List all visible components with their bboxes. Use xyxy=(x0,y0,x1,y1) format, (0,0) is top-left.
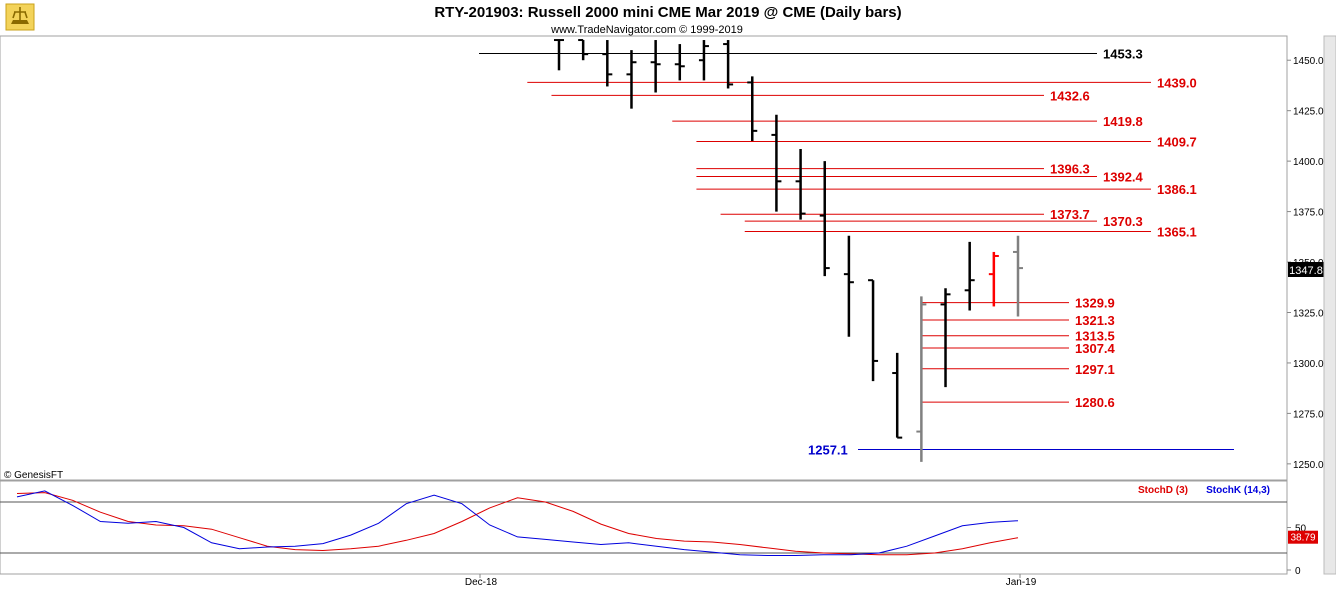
ohlc-bar xyxy=(626,50,637,109)
level-label: 1370.3 xyxy=(1103,214,1143,229)
ohlc-bar xyxy=(602,40,613,87)
price-tick-label: 1450.0 xyxy=(1293,56,1324,67)
price-bars xyxy=(554,39,1023,462)
ohlc-bar xyxy=(771,114,782,212)
level-label: 1297.1 xyxy=(1075,362,1115,377)
ohlc-bar xyxy=(940,288,951,388)
price-tick-label: 1375.0 xyxy=(1293,208,1324,219)
level-label: 1257.1 xyxy=(808,443,848,458)
ohlc-bar xyxy=(650,40,661,93)
ohlc-bar xyxy=(964,241,975,311)
ohlc-bar xyxy=(698,40,709,81)
ohlc-bar xyxy=(747,76,758,141)
level-label: 1439.0 xyxy=(1157,75,1197,90)
time-axis: Dec-18 Jan-19 xyxy=(465,574,1037,588)
level-label: 1321.3 xyxy=(1075,313,1115,328)
ohlc-bar xyxy=(916,296,927,462)
x-label-dec-18: Dec-18 xyxy=(465,577,498,588)
price-tick-label: 1300.0 xyxy=(1293,359,1324,370)
stochd-line xyxy=(16,492,1019,556)
price-tick-label: 1425.0 xyxy=(1293,107,1324,118)
stochastic-panel: 50 0 StochD (3) StochK (14,3) 38.79 xyxy=(0,480,1318,577)
ohlc-bar xyxy=(554,39,564,71)
level-label: 1329.9 xyxy=(1075,296,1115,311)
price-panel-frame xyxy=(0,35,1288,481)
x-label-jan-19: Jan-19 xyxy=(1006,577,1037,588)
chart-header: RTY-201903: Russell 2000 mini CME Mar 20… xyxy=(5,3,902,36)
level-label: 1392.4 xyxy=(1103,169,1144,184)
legend-stochd: StochD (3) xyxy=(1138,485,1188,496)
stochastic-panel-frame xyxy=(0,480,1288,575)
logo-icon xyxy=(5,3,35,31)
ohlc-bar xyxy=(988,251,999,307)
level-label: 1307.4 xyxy=(1075,341,1116,356)
stochd-last-badge: 38.79 xyxy=(1288,530,1318,544)
last-price-label: 1347.8 xyxy=(1289,265,1323,277)
ohlc-bar xyxy=(1013,235,1023,317)
stochk-line xyxy=(16,490,1019,556)
last-price-badge: 1347.8 xyxy=(1288,262,1324,277)
stochd-last-label: 38.79 xyxy=(1290,533,1315,544)
scrollbar[interactable] xyxy=(1323,35,1336,575)
ohlc-bar xyxy=(723,40,734,89)
stochastic-lines xyxy=(16,490,1019,556)
level-label: 1453.3 xyxy=(1103,47,1143,62)
price-tick-label: 1250.0 xyxy=(1293,460,1324,471)
price-tick-label: 1275.0 xyxy=(1293,409,1324,420)
ohlc-bar xyxy=(674,44,685,81)
level-lines: 1453.3 1439.0 1432.6 1419.8 1409.7 1396.3 1392… xyxy=(479,47,1234,458)
ohlc-bar xyxy=(578,39,589,61)
ohlc-bar xyxy=(795,149,806,220)
price-panel: 1250.01275.01300.01325.01350.01375.01400… xyxy=(0,35,1324,481)
copyright-label: © GenesisFT xyxy=(4,470,63,481)
level-label: 1280.6 xyxy=(1075,395,1115,410)
chart-title: RTY-201903: Russell 2000 mini CME Mar 20… xyxy=(434,4,901,21)
level-label: 1373.7 xyxy=(1050,207,1090,222)
ohlc-bar xyxy=(843,235,854,337)
price-tick-label: 1325.0 xyxy=(1293,308,1324,319)
legend-stochk: StochK (14,3) xyxy=(1206,485,1270,496)
ohlc-bar xyxy=(819,161,830,277)
price-tick-label: 1400.0 xyxy=(1293,157,1324,168)
level-label: 1419.8 xyxy=(1103,114,1143,129)
level-label: 1409.7 xyxy=(1157,135,1197,150)
level-label: 1432.6 xyxy=(1050,88,1090,103)
stochastic-tick-label: 0 xyxy=(1295,566,1301,577)
stochastic-tick-label: 50 xyxy=(1295,524,1307,535)
level-label: 1396.3 xyxy=(1050,162,1090,177)
ohlc-bar xyxy=(868,279,879,382)
stochastic-axis: 50 0 xyxy=(0,501,1307,577)
ohlc-bar xyxy=(892,352,903,439)
level-label: 1386.1 xyxy=(1157,182,1197,197)
level-label: 1313.5 xyxy=(1075,329,1115,344)
chart-subtitle: www.TradeNavigator.com © 1999-2019 xyxy=(550,24,743,36)
level-label: 1365.1 xyxy=(1157,225,1197,240)
